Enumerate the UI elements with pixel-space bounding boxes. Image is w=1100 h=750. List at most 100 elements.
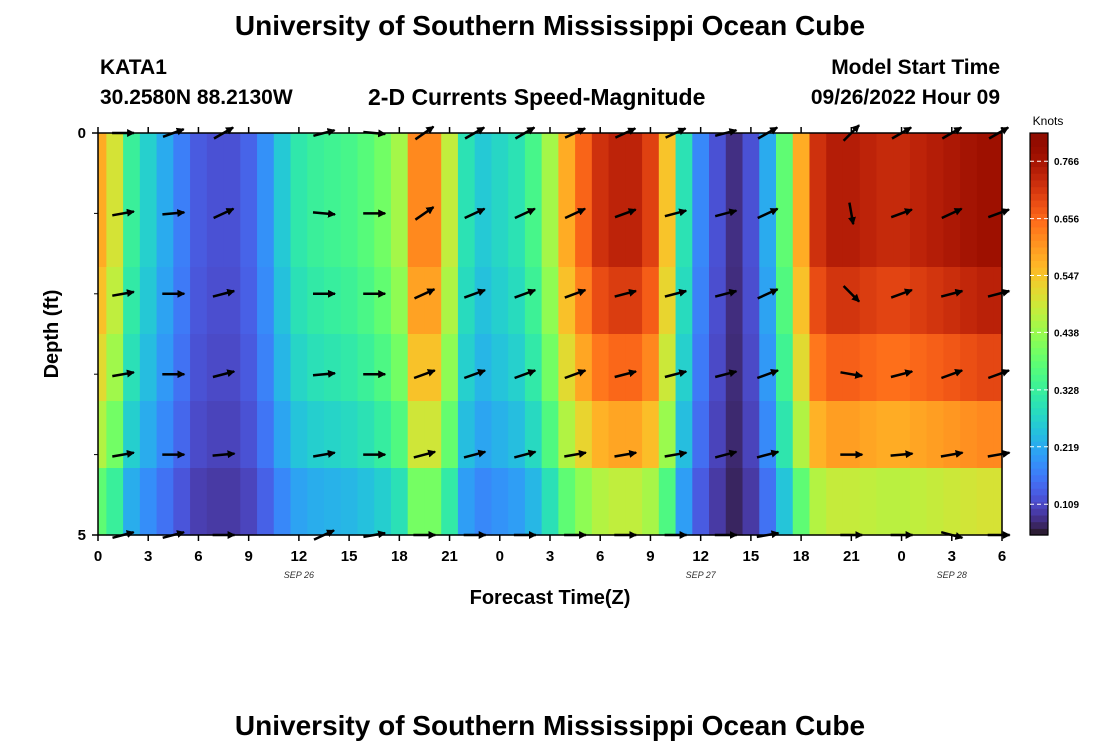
heatmap-cell xyxy=(960,267,978,335)
heatmap-cell xyxy=(407,133,426,201)
current-vector-arrow xyxy=(987,208,1010,219)
colorbar-segment xyxy=(1030,220,1048,228)
current-vector-arrow xyxy=(413,449,437,459)
y-axis-label: Depth (ft) xyxy=(41,290,63,379)
colorbar-segment xyxy=(1030,334,1048,342)
heatmap-cell xyxy=(441,468,459,536)
heatmap-cell xyxy=(960,468,978,536)
heatmap-cell xyxy=(424,133,442,201)
heatmap-cell xyxy=(658,133,677,201)
current-vector-arrow xyxy=(842,285,860,303)
colorbar-segment xyxy=(1030,481,1048,489)
heatmap-cell xyxy=(474,401,493,469)
y-tick-label: 5 xyxy=(78,527,86,544)
heatmap-cell xyxy=(390,334,409,402)
heatmap-cell xyxy=(792,468,811,536)
heatmap-cell xyxy=(642,401,660,469)
heatmap-cell xyxy=(692,468,710,536)
current-vector-arrow xyxy=(756,449,780,459)
colorbar-tick-label: 0.219 xyxy=(1054,443,1079,454)
heatmap-cell xyxy=(575,401,593,469)
heatmap-cell xyxy=(491,401,509,469)
current-vector-arrow xyxy=(463,288,486,299)
heatmap-cell xyxy=(742,401,760,469)
heatmap-cell xyxy=(541,200,559,268)
heatmap-cell xyxy=(759,401,777,469)
heatmap-cell xyxy=(675,468,693,536)
heatmap-cell xyxy=(558,334,576,402)
heatmap-cell xyxy=(524,334,543,402)
colorbar-segment xyxy=(1030,434,1048,442)
date-label: SEP 28 xyxy=(937,570,967,580)
heatmap-cell xyxy=(240,468,258,536)
colorbar-segment xyxy=(1030,233,1048,241)
heatmap-cell xyxy=(173,401,191,469)
current-vector-arrow xyxy=(664,449,688,458)
x-tick-label: 15 xyxy=(743,548,760,565)
heatmap-cell xyxy=(776,267,794,335)
heatmap-cell xyxy=(859,334,878,402)
current-vector-arrow xyxy=(890,450,914,459)
current-vector-arrow xyxy=(112,208,135,217)
current-vector-arrow xyxy=(212,450,236,459)
heatmap-cell xyxy=(457,334,476,402)
heatmap-cell xyxy=(625,401,643,469)
heatmap-cell xyxy=(441,133,459,201)
heatmap-cell xyxy=(575,267,593,335)
x-tick-label: 9 xyxy=(244,548,252,565)
heatmap-cell xyxy=(926,401,945,469)
heatmap-cell xyxy=(960,401,978,469)
colorbar-segment xyxy=(1030,474,1048,482)
heatmap-cell xyxy=(742,200,760,268)
heatmap-cell xyxy=(675,401,693,469)
heatmap-cell xyxy=(608,334,626,402)
colorbar-segment xyxy=(1030,246,1048,255)
colorbar-segment xyxy=(1030,514,1048,523)
heatmap-cell xyxy=(842,468,861,536)
heatmap-cell xyxy=(826,267,844,335)
heatmap-cell xyxy=(524,401,543,469)
heatmap-cell xyxy=(976,334,995,402)
current-vector-arrow xyxy=(614,127,637,139)
x-tick-label: 3 xyxy=(948,548,956,565)
heatmap-cell xyxy=(190,401,208,469)
heatmap-cell xyxy=(642,334,660,402)
heatmap-cell xyxy=(357,200,375,268)
heatmap-cell xyxy=(759,200,777,268)
current-vector-arrow xyxy=(463,369,486,380)
heatmap-cell xyxy=(106,267,124,335)
heatmap-cell xyxy=(759,133,777,201)
current-vector-arrow xyxy=(987,449,1011,458)
heatmap-cell xyxy=(591,133,610,201)
current-vector-arrow xyxy=(312,449,336,458)
heatmap-cell xyxy=(139,267,158,335)
heatmap-cell xyxy=(106,401,124,469)
heatmap-cell xyxy=(223,267,241,335)
colorbar-segment xyxy=(1030,159,1048,168)
heatmap-cell xyxy=(709,334,727,402)
heatmap-cell xyxy=(976,267,995,335)
heatmap-cell xyxy=(759,334,777,402)
current-vector-arrow xyxy=(664,288,688,298)
heatmap-cell xyxy=(541,401,559,469)
x-tick-label: 3 xyxy=(144,548,152,565)
heatmap-cell xyxy=(240,133,258,201)
heatmap-cell xyxy=(625,200,643,268)
heatmap-cell xyxy=(926,468,945,536)
x-tick-label: 3 xyxy=(546,548,554,565)
heatmap-cell xyxy=(98,401,107,469)
heatmap-cell xyxy=(893,468,911,536)
colorbar-segment xyxy=(1030,401,1048,409)
heatmap-cell xyxy=(307,401,325,469)
current-vector-arrow xyxy=(890,288,913,299)
colorbar-segment xyxy=(1030,407,1048,415)
current-vector-arrow xyxy=(363,129,387,138)
current-vector-arrow xyxy=(413,369,436,380)
heatmap-cell xyxy=(575,133,593,201)
heatmap-cell xyxy=(240,334,258,402)
x-tick-label: 12 xyxy=(692,548,709,565)
heatmap-cell xyxy=(307,200,325,268)
current-vector-arrow xyxy=(940,449,964,458)
heatmap-cell xyxy=(776,468,794,536)
heatmap-cell xyxy=(156,401,174,469)
